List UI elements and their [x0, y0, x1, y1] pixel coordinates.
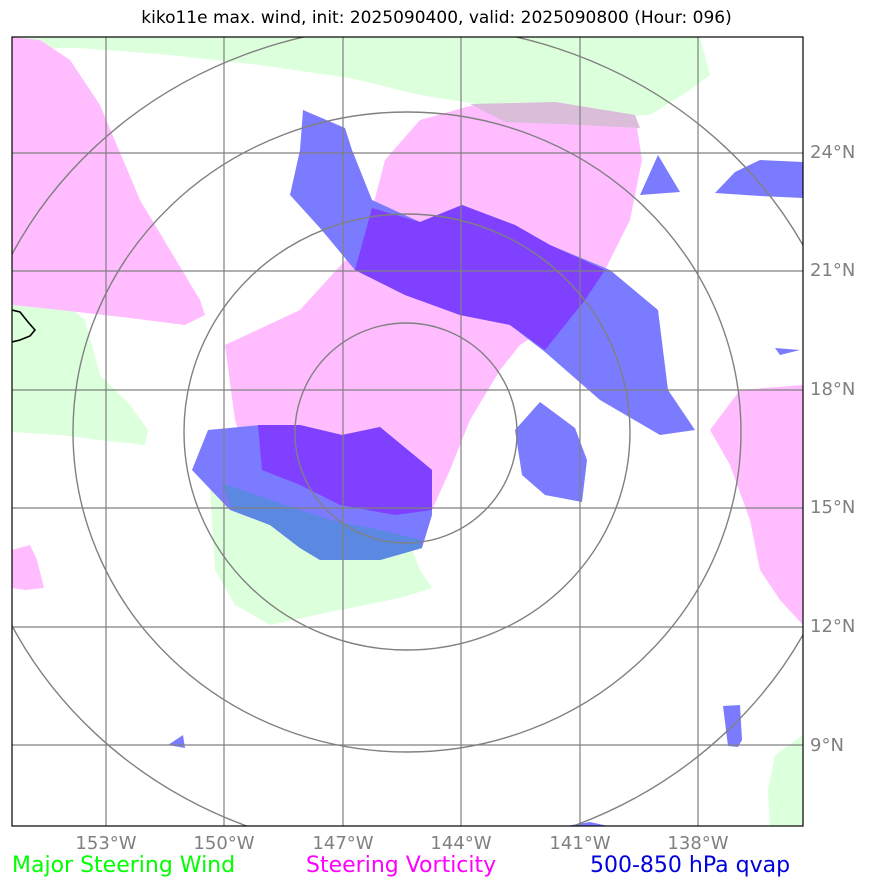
legend-qvap: 500-850 hPa qvap [590, 853, 791, 878]
vorticity-area-southwest [12, 545, 44, 590]
qvap-area-northeast [715, 160, 803, 198]
range-ring-3 [72, 111, 742, 753]
lat-label-15n: 15°N [810, 497, 856, 518]
lat-label-24n: 24°N [810, 142, 856, 163]
lat-label-12n: 12°N [810, 616, 856, 637]
map-title: kiko11e max. wind, init: 2025090400, val… [141, 8, 732, 28]
coastline [12, 309, 37, 343]
overlap-wind-vorticity [470, 102, 640, 128]
overlap-vorticity-qvap-south [258, 425, 432, 515]
lat-label-18n: 18°N [810, 379, 856, 400]
steering-vorticity-areas [12, 37, 803, 625]
lat-label-9n: 9°N [810, 735, 844, 756]
graticule [12, 37, 803, 826]
lat-label-21n: 21°N [810, 260, 856, 281]
vorticity-area-center [225, 102, 642, 540]
lon-label-150w: 150°W [193, 833, 255, 854]
lon-label-153w: 153°W [75, 833, 137, 854]
lon-label-138w: 138°W [667, 833, 729, 854]
wind-area-west [12, 295, 148, 445]
overlap-vorticity-qvap-north [355, 205, 605, 350]
vorticity-area-east [710, 385, 803, 625]
legend-steering-vorticity: Steering Vorticity [306, 853, 497, 878]
legend-steering-wind: Major Steering Wind [12, 853, 236, 878]
range-rings [12, 37, 803, 826]
qvap-area-northeast-small [640, 155, 680, 195]
wind-area-north [12, 37, 710, 118]
range-ring-2 [183, 213, 631, 651]
overlap-wind-qvap [222, 483, 422, 560]
vorticity-area-northwest [12, 37, 205, 325]
qvap-area-southwest-tiny [168, 735, 185, 748]
map-frame [11, 36, 804, 827]
overlap-areas [222, 102, 640, 560]
qvap-area-central-east [515, 402, 587, 502]
lon-label-144w: 144°W [430, 833, 492, 854]
wind-area-southeast [768, 735, 803, 826]
lon-label-147w: 147°W [312, 833, 374, 854]
lon-label-141w: 141°W [549, 833, 611, 854]
range-ring-inner [294, 322, 518, 544]
qvap-area-east-tiny [775, 348, 800, 355]
